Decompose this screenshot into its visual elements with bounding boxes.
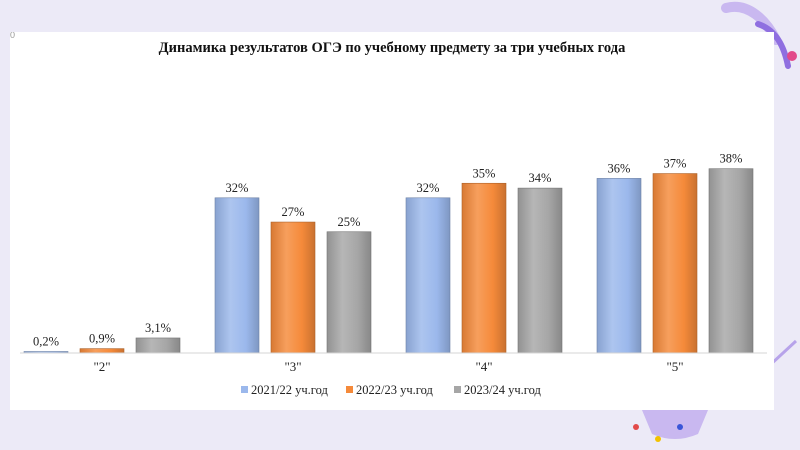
bar-1-4 (596, 178, 642, 354)
decor-shape-bottom-center (633, 410, 708, 442)
category-label-2: "3" (284, 359, 301, 374)
slide-card: 0 Динамика результатов ОГЭ по учебному п… (10, 32, 774, 410)
data-label-2-1: 0,9% (89, 332, 115, 346)
legend-swatch-2 (346, 386, 353, 393)
data-label-3-1: 3,1% (145, 321, 171, 335)
category-label-4: "5" (666, 359, 683, 374)
legend-label-3: 2023/24 уч.год (464, 383, 541, 397)
data-label-3-2: 25% (338, 215, 361, 229)
legend-label-1: 2021/22 уч.год (251, 383, 328, 397)
decor-line-right (770, 339, 798, 367)
chart-title: Динамика результатов ОГЭ по учебному пре… (159, 40, 626, 56)
data-label-1-4: 36% (608, 161, 631, 175)
category-label-1: "2" (93, 359, 110, 374)
legend-label-2: 2022/23 уч.год (356, 383, 433, 397)
bar-3-2 (326, 231, 372, 354)
category-label-3: "4" (475, 359, 492, 374)
data-label-2-4: 37% (664, 157, 687, 171)
bar-3-1 (135, 337, 181, 354)
data-label-3-3: 34% (529, 171, 552, 185)
bar-2-2 (270, 221, 316, 354)
bar-2-4 (652, 173, 698, 354)
data-label-2-2: 27% (282, 205, 305, 219)
category-labels: "2" "3" "4" "5" (93, 359, 683, 374)
bars-group: 0,2% 0,9% 3,1% 32% 27% 25% 32% 35% 34% 36% 37% 38% (23, 152, 754, 354)
bar-3-4 (708, 168, 754, 354)
bar-1-2 (214, 197, 260, 354)
bar-2-3 (461, 182, 507, 354)
data-label-3-4: 38% (720, 152, 743, 166)
bar-1-3 (405, 197, 451, 354)
legend-swatch-1 (241, 386, 248, 393)
data-label-1-3: 32% (417, 181, 440, 195)
corner-mark: 0 (10, 32, 15, 40)
data-label-1-2: 32% (226, 181, 249, 195)
bar-chart: 0 Динамика результатов ОГЭ по учебному п… (10, 32, 767, 397)
data-label-1-1: 0,2% (33, 335, 59, 349)
bar-2-1 (79, 348, 125, 354)
legend: 2021/22 уч.год 2022/23 уч.год 2023/24 уч.г… (241, 383, 541, 397)
data-label-2-3: 35% (473, 166, 496, 180)
bar-3-3 (517, 187, 563, 354)
legend-swatch-3 (454, 386, 461, 393)
